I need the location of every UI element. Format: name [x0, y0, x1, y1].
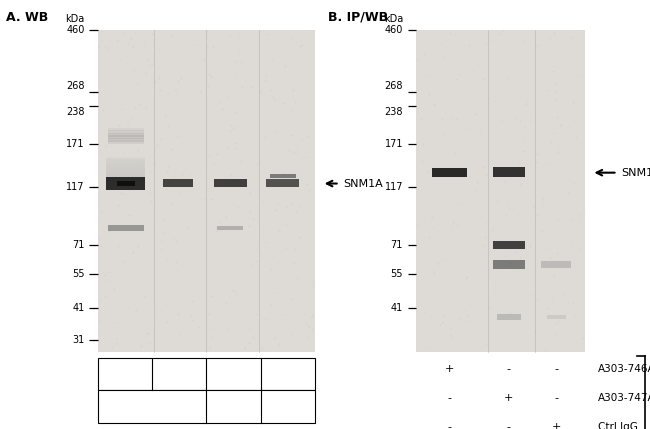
Text: 41: 41 — [72, 303, 84, 313]
Bar — [107, 127, 144, 131]
Bar — [106, 158, 146, 162]
Bar — [117, 181, 135, 186]
Bar — [217, 226, 243, 230]
Text: SNM1A: SNM1A — [343, 178, 383, 188]
Text: 55: 55 — [391, 269, 403, 279]
Text: -: - — [554, 364, 558, 374]
Text: -: - — [507, 422, 511, 429]
Text: kDa: kDa — [65, 14, 84, 24]
Bar — [106, 166, 146, 170]
Bar — [106, 177, 146, 190]
Bar — [106, 160, 146, 164]
Text: 71: 71 — [391, 240, 403, 250]
Text: kDa: kDa — [384, 14, 403, 24]
Text: A303-747A: A303-747A — [598, 393, 650, 403]
Bar — [106, 172, 146, 176]
Text: 41: 41 — [391, 303, 403, 313]
Text: H: H — [229, 402, 238, 411]
Text: SNM1A: SNM1A — [621, 168, 650, 178]
Bar — [497, 314, 521, 320]
Bar — [270, 174, 296, 178]
Bar — [493, 241, 525, 249]
Bar — [541, 261, 571, 269]
Text: A. WB: A. WB — [6, 11, 49, 24]
Text: +: + — [504, 393, 514, 403]
Bar — [107, 130, 144, 134]
Bar — [493, 167, 525, 176]
Text: 71: 71 — [72, 240, 84, 250]
Bar — [107, 225, 144, 231]
Text: 171: 171 — [385, 139, 403, 149]
Text: 268: 268 — [66, 81, 84, 91]
Bar — [493, 260, 525, 269]
Bar — [416, 30, 585, 352]
Text: J: J — [287, 402, 290, 411]
Bar — [106, 169, 146, 172]
Text: Ctrl IgG: Ctrl IgG — [598, 422, 638, 429]
Text: B. IP/WB: B. IP/WB — [328, 11, 389, 24]
Bar — [432, 168, 467, 177]
Bar — [107, 133, 144, 136]
Text: 50: 50 — [118, 369, 132, 379]
Bar — [106, 164, 146, 168]
Text: 55: 55 — [72, 269, 84, 279]
Bar — [106, 178, 146, 182]
Bar — [106, 170, 146, 174]
Text: 117: 117 — [66, 182, 84, 192]
Text: 268: 268 — [385, 81, 403, 91]
Text: -: - — [448, 422, 452, 429]
Text: 117: 117 — [385, 182, 403, 192]
Text: 15: 15 — [172, 369, 186, 379]
Text: 50: 50 — [281, 369, 295, 379]
Bar — [106, 163, 146, 166]
Bar — [107, 140, 144, 144]
Bar — [107, 138, 144, 142]
Text: 238: 238 — [66, 107, 84, 117]
Text: +: + — [552, 422, 561, 429]
Text: 50: 50 — [227, 369, 240, 379]
Text: 293T: 293T — [138, 402, 166, 411]
Text: -: - — [507, 364, 511, 374]
Bar — [98, 358, 315, 390]
Bar — [547, 314, 566, 319]
Bar — [106, 175, 146, 178]
Bar — [266, 179, 299, 187]
Bar — [214, 179, 247, 187]
Text: -: - — [448, 393, 452, 403]
Text: 460: 460 — [385, 25, 403, 35]
Text: 238: 238 — [385, 107, 403, 117]
Bar — [106, 176, 146, 180]
Text: 31: 31 — [72, 335, 84, 345]
Text: 460: 460 — [66, 25, 84, 35]
Text: 171: 171 — [66, 139, 84, 149]
Bar — [98, 30, 315, 352]
Bar — [106, 157, 146, 160]
Bar — [107, 135, 144, 139]
Text: -: - — [554, 393, 558, 403]
Text: A303-746A: A303-746A — [598, 364, 650, 374]
Bar — [98, 390, 315, 423]
Text: +: + — [445, 364, 454, 374]
Bar — [162, 179, 193, 187]
